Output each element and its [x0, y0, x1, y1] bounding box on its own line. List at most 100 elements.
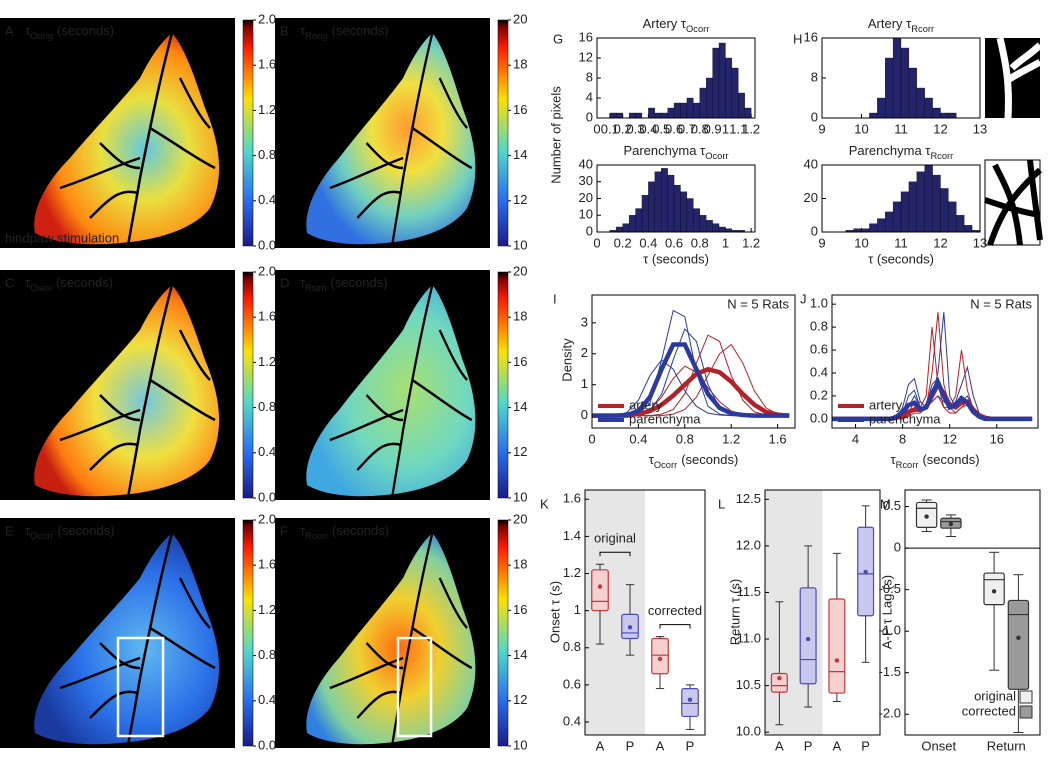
bar: [869, 112, 878, 119]
bar: [712, 47, 720, 119]
x-tick-label: 0: [588, 431, 595, 446]
image-title: τOsim (seconds): [25, 275, 113, 293]
box: [828, 598, 846, 694]
y-tick-label: 10.5: [736, 677, 761, 692]
y-tick-label: 8: [586, 69, 593, 84]
x-tick-label: 0.3: [626, 121, 644, 136]
x-axis-label: τRcorr (seconds): [890, 452, 979, 470]
x-tick-label: 0.4: [639, 121, 657, 136]
text-part: Artery τ: [868, 16, 912, 31]
vessel: [438, 329, 468, 381]
colorbar-tick-label: 16: [513, 102, 527, 117]
y-tick-label: 0.2: [810, 387, 828, 402]
y-tick-label: 12: [579, 49, 593, 64]
mean: [597, 584, 603, 589]
vessel: [149, 378, 216, 422]
colorbar-tick-label: 20: [513, 511, 527, 526]
mean: [863, 569, 868, 575]
annotation: N = 5 Rats: [970, 296, 1032, 311]
image-title: τRcorr (seconds): [300, 523, 389, 541]
axes-frame: [821, 164, 981, 233]
panel-letter: D: [280, 275, 289, 290]
vessel: [89, 190, 139, 219]
bar: [718, 226, 726, 233]
box: [770, 672, 788, 693]
y-tick-label: 4: [586, 89, 593, 104]
panel-letter: I: [553, 291, 557, 306]
x-tick-label: P: [861, 738, 870, 753]
x-tick-label: 0.8: [691, 121, 709, 136]
image-region: [306, 285, 476, 497]
legend-label: parenchyma: [869, 411, 941, 426]
axes-frame: [596, 37, 756, 119]
x-tick-label: A: [596, 738, 605, 753]
x-tick-label: A: [656, 738, 665, 753]
vessel: [149, 626, 216, 670]
y-tick-label: 0: [811, 109, 818, 124]
x-tick-label: 0.2: [614, 121, 632, 136]
text-part: (seconds): [56, 275, 113, 290]
vessel: [365, 394, 404, 422]
vessel: [390, 32, 434, 247]
x-tick-label: 0: [593, 235, 600, 250]
shade: [585, 490, 645, 735]
colorbar-tick-label: 14: [513, 399, 527, 414]
colorbar: [242, 519, 254, 747]
text-part: (seconds): [332, 523, 389, 538]
mean: [924, 514, 929, 519]
text-part: (seconds): [922, 452, 979, 467]
y-tick-label: 0.6: [563, 676, 581, 691]
image-map: [34, 284, 220, 499]
vessel: [365, 642, 404, 670]
axes-frame: [591, 294, 796, 429]
bar: [654, 171, 662, 233]
bar: [648, 107, 655, 119]
bar: [900, 191, 910, 233]
y-tick-label: 0.5: [883, 498, 901, 513]
text-part: Rcorr: [911, 24, 934, 34]
panel-letter: B: [280, 23, 289, 38]
image-region: [306, 33, 476, 245]
annotation: original: [594, 531, 636, 546]
y-tick-label: 0.8: [563, 639, 581, 654]
box: [591, 569, 609, 612]
mean: [991, 589, 997, 594]
y-tick-label: 10: [579, 207, 593, 222]
x-tick-label: 16: [990, 431, 1004, 446]
vessel: [411, 378, 473, 422]
panel-letter: M: [880, 496, 891, 511]
text-part: τ: [25, 275, 31, 290]
text-part: τ: [25, 523, 31, 538]
y-tick-label: 11.5: [737, 584, 761, 599]
colorbar: [497, 19, 509, 247]
colorbar-tick-label: 1.2: [258, 102, 276, 117]
text-part: Ocorr: [686, 24, 709, 34]
x-tick-label: 0.8: [691, 235, 709, 250]
bar: [667, 174, 675, 233]
bar: [940, 188, 949, 233]
colorbar-tick-label: 0.4: [258, 192, 276, 207]
vessel: [126, 532, 174, 747]
bar: [712, 223, 720, 233]
x-tick-label: Onset: [921, 738, 956, 753]
histogram-title: Parenchyma τOcorr: [623, 143, 728, 161]
bar: [861, 228, 870, 233]
text-part: (seconds): [331, 23, 388, 38]
colorbar-tick-label: 20: [513, 263, 527, 278]
bar: [853, 228, 862, 233]
text-part: τ: [300, 523, 306, 538]
x-tick-label: 0.2: [614, 235, 632, 250]
bar: [948, 112, 957, 119]
vessel: [89, 690, 139, 719]
mask-parenchyma: [984, 159, 1043, 246]
text-part: Rorig: [305, 31, 327, 41]
text-part: (seconds): [681, 452, 738, 467]
colorbar-tick-label: 0.0: [258, 737, 276, 752]
bracket: [659, 624, 691, 629]
vessel: [99, 142, 141, 170]
y-tick-label: 0.4: [810, 364, 828, 379]
bar: [693, 102, 700, 119]
roi-box: [396, 636, 433, 738]
axes-frame: [831, 294, 1039, 429]
